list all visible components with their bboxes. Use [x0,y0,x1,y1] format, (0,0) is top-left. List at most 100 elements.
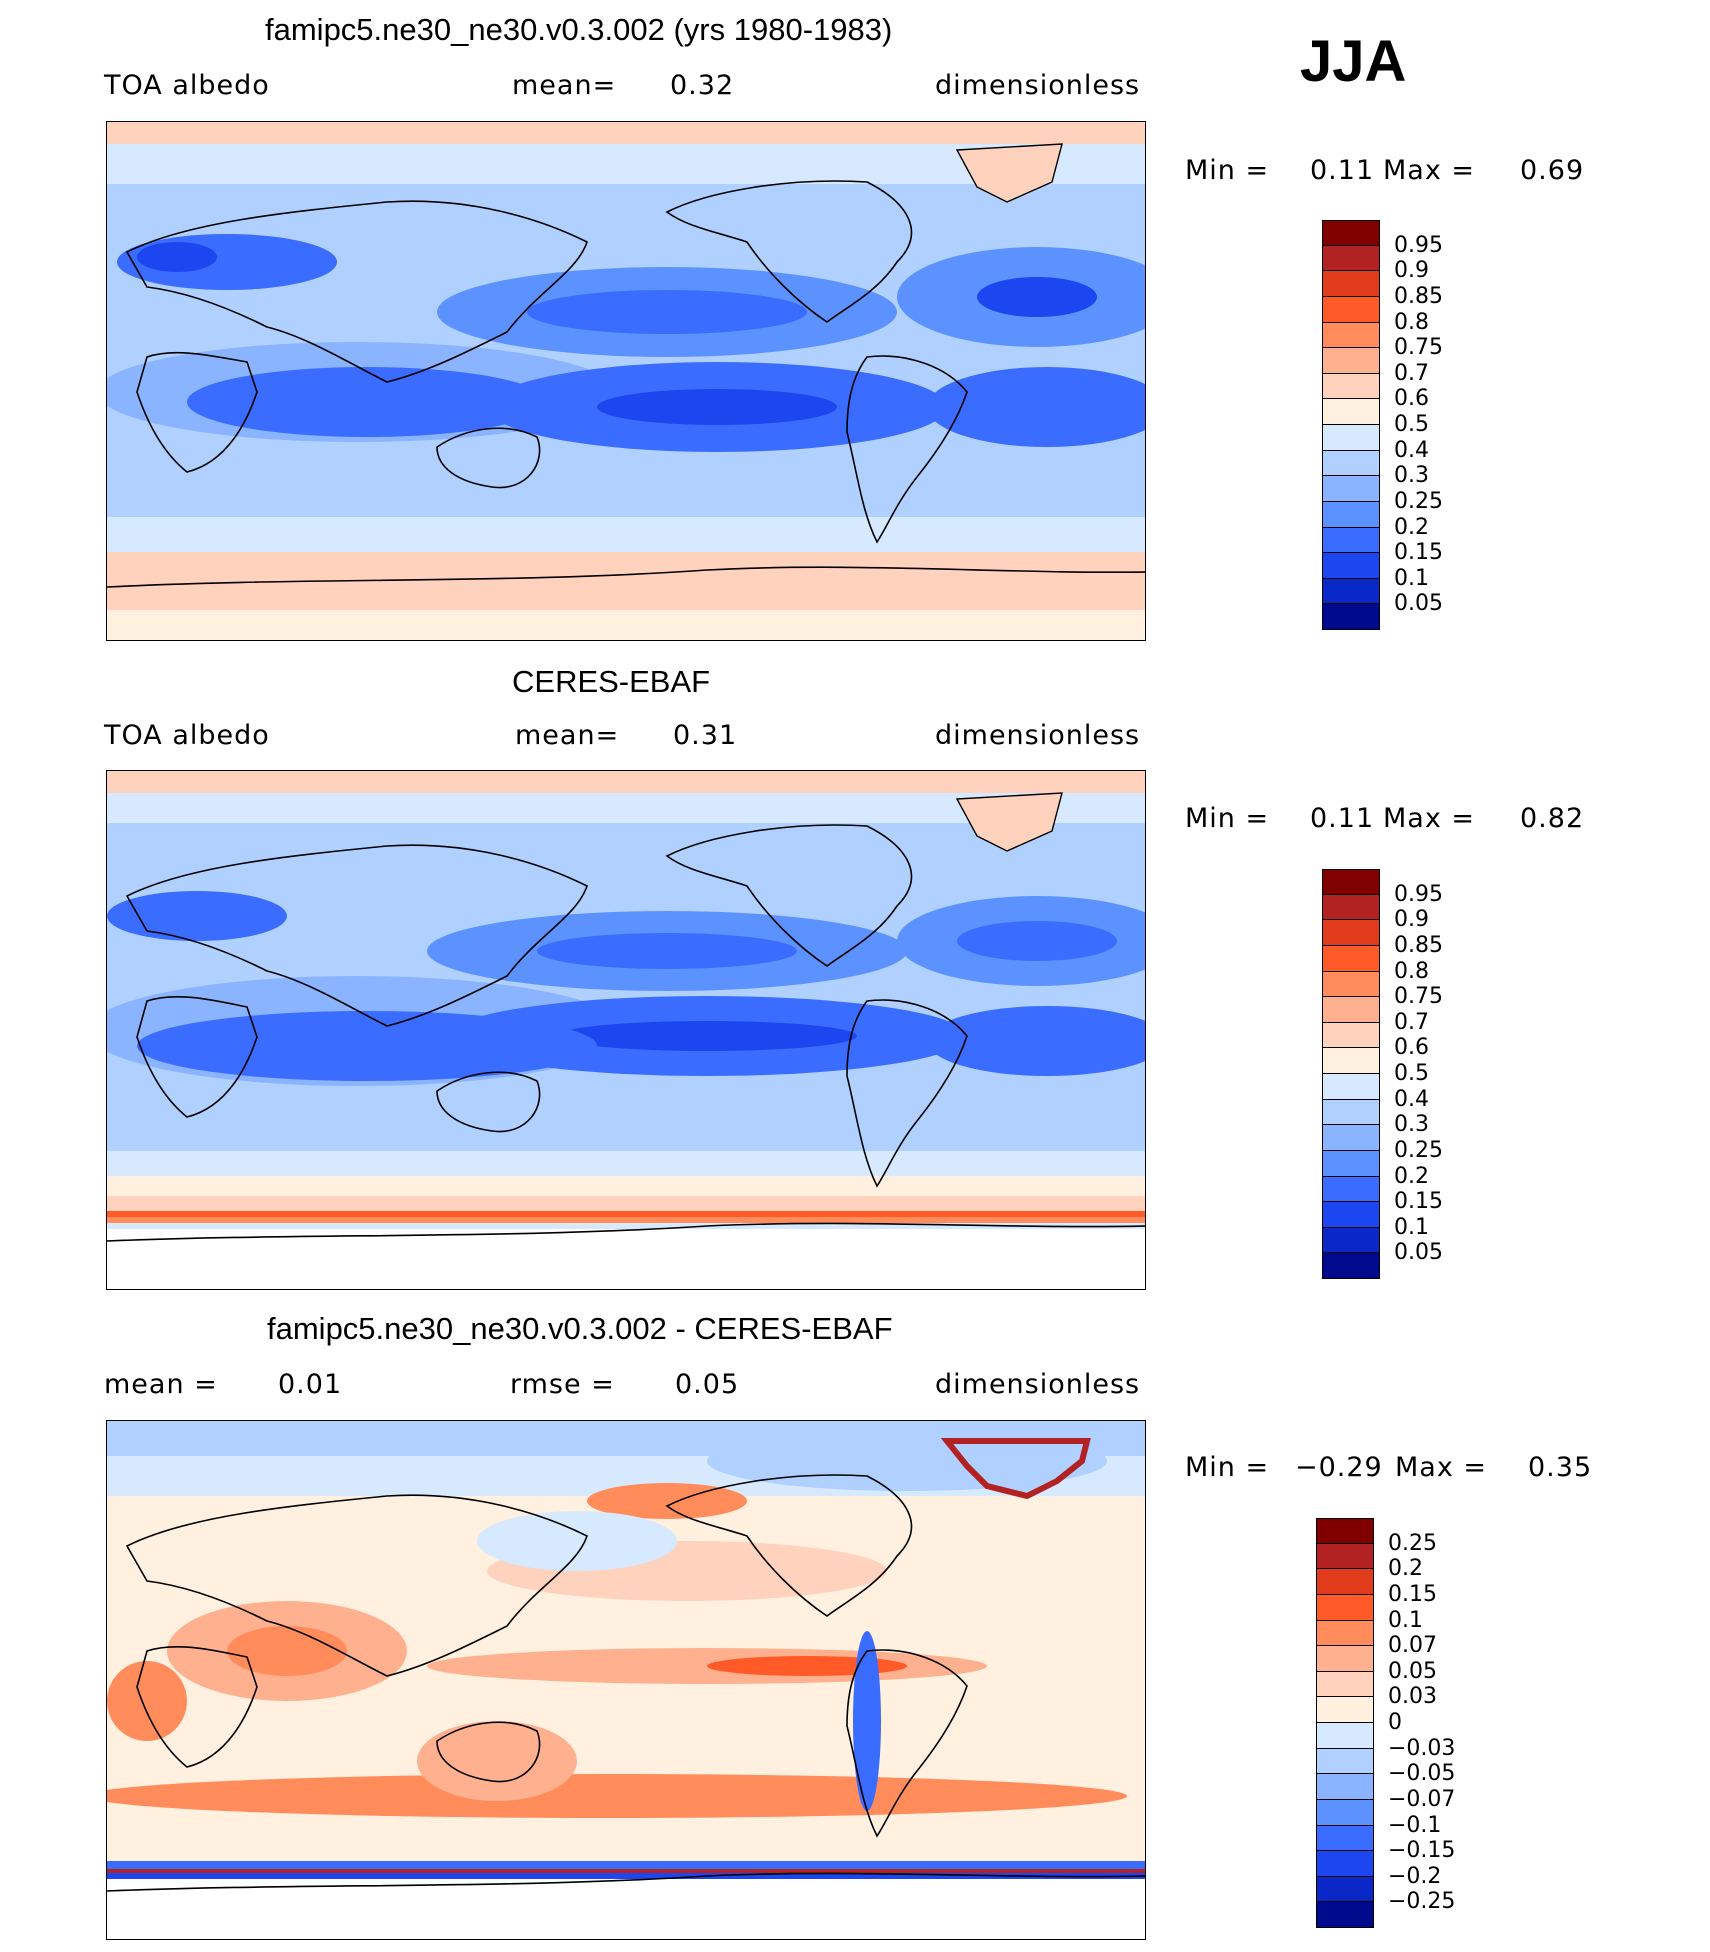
panel-3-mean-label: mean = [104,1369,218,1400]
panel-3-rmse-value: 0.05 [675,1369,740,1400]
colorbar-label: 0.1 [1388,1607,1423,1633]
colorbar-swatch [1322,348,1380,374]
colorbar-label: 0.03 [1388,1684,1437,1710]
colorbar-swatch [1316,1646,1374,1672]
panel-3-max-label: Max = [1395,1452,1488,1483]
colorbar-swatch [1316,1851,1374,1877]
colorbar-label: 0.25 [1394,488,1443,514]
panel-1-variable-label: TOA albedo [104,70,270,101]
panel-1-min-label: Min = [1185,155,1270,186]
panel-2-variable-label: TOA albedo [104,720,270,751]
colorbar-swatch [1316,1825,1374,1852]
colorbar-label: 0.85 [1394,932,1443,958]
colorbar-swatch [1316,1748,1374,1775]
colorbar-label: 0.15 [1388,1581,1437,1607]
colorbar-label: 0.25 [1388,1530,1437,1556]
colorbar-swatch [1322,578,1380,605]
colorbar-label: 0.05 [1394,591,1443,617]
panel-2-title: CERES-EBAF [512,664,711,699]
colorbar-swatch [1322,476,1380,502]
colorbar-swatch [1316,1569,1374,1595]
colorbar-label: 0.25 [1394,1137,1443,1163]
colorbar-swatch [1322,220,1380,246]
colorbar-label: −0.15 [1388,1838,1456,1864]
panel-3-rmse-label: rmse = [510,1369,615,1400]
colorbar-swatch [1316,1774,1374,1800]
colorbar-swatch [1322,399,1380,425]
panel-2-mean-label: mean= [515,720,620,751]
colorbar-label: 0.1 [1394,1214,1429,1240]
panel-1-max-label: Max = [1383,155,1476,186]
panel-2-mean-value: 0.31 [673,720,738,751]
colorbar-label: 0.05 [1394,1240,1443,1266]
colorbar-label: 0 [1388,1710,1402,1735]
colorbar-swatch [1316,1594,1374,1621]
panel-3-max-value: 0.35 [1528,1452,1593,1483]
colorbar-swatch [1316,1697,1374,1723]
colorbar-swatch [1316,1518,1374,1544]
colorbar-swatch [1316,1799,1374,1826]
colorbar-label: 0.15 [1394,540,1443,566]
colorbar-swatch [1322,425,1380,451]
colorbar-swatch [1322,894,1380,921]
colorbar-label: 0.75 [1394,984,1443,1010]
panel-1-mean-value: 0.32 [670,70,735,101]
panel-1-units-label: dimensionless [935,70,1141,101]
colorbar-swatch [1322,501,1380,528]
colorbar-label: 0.7 [1394,360,1429,386]
colorbar-label: 0.4 [1394,437,1429,463]
colorbar-swatch [1322,604,1380,630]
colorbar-swatch [1322,869,1380,895]
panel-2-min-value: 0.11 [1310,803,1375,834]
colorbar-swatch [1316,1902,1374,1928]
colorbar-swatch [1322,1253,1380,1279]
colorbar-swatch [1322,1150,1380,1177]
colorbar-swatch [1316,1543,1374,1570]
colorbar-label: 0.8 [1394,309,1429,335]
colorbar-swatch [1322,1048,1380,1074]
colorbar-label: 0.3 [1394,463,1429,489]
panel-1-min-value: 0.11 [1310,155,1375,186]
colorbar-label: 0.5 [1394,1061,1429,1086]
colorbar-label: 0.6 [1394,1035,1429,1061]
panel-3-title: famipc5.ne30_ne30.v0.3.002 - CERES-EBAF [267,1311,893,1346]
colorbar-swatch [1322,322,1380,349]
panel-3-colorbar: 0.25 0.2 0.15 0.1 0.07 0.05 0.03 0 −0.03 −0.05 −0.… [1316,1518,1476,1928]
colorbar-label: 0.2 [1394,514,1429,540]
colorbar-label: 0.85 [1394,283,1443,309]
panel-2-map [106,770,1146,1290]
colorbar-swatch [1322,971,1380,998]
panel-3-min-value: −0.29 [1295,1452,1383,1483]
colorbar-swatch [1322,1227,1380,1254]
colorbar-label: −0.07 [1388,1786,1456,1812]
colorbar-swatch [1316,1671,1374,1698]
season-label: JJA [1300,29,1407,94]
colorbar-label: 0.3 [1394,1112,1429,1138]
panel-2-units-label: dimensionless [935,720,1141,751]
colorbar-label: −0.2 [1388,1863,1442,1889]
panel-3-min-label: Min = [1185,1452,1270,1483]
panel-1-mean-label: mean= [512,70,617,101]
colorbar-label: −0.05 [1388,1761,1456,1787]
colorbar-swatch [1322,527,1380,554]
colorbar-label: 0.75 [1394,335,1443,361]
colorbar-label: 0.95 [1394,881,1443,907]
panel-2-colorbar: 0.95 0.9 0.85 0.8 0.75 0.7 0.6 0.5 0.4 0.3 0.25 0.2… [1322,869,1472,1279]
colorbar-label: 0.9 [1394,907,1429,933]
panel-1-title: famipc5.ne30_ne30.v0.3.002 (yrs 1980-198… [265,12,893,47]
colorbar-swatch [1322,920,1380,946]
colorbar-swatch [1322,450,1380,477]
colorbar-swatch [1316,1876,1374,1903]
colorbar-swatch [1316,1723,1374,1749]
colorbar-swatch [1322,245,1380,272]
colorbar-swatch [1322,553,1380,579]
colorbar-swatch [1322,1176,1380,1203]
colorbar-swatch [1322,1202,1380,1228]
colorbar-swatch [1322,271,1380,297]
colorbar-label: 0.1 [1394,565,1429,591]
colorbar-swatch [1322,1125,1380,1151]
colorbar-label: −0.03 [1388,1735,1456,1761]
colorbar-swatch [1322,945,1380,972]
panel-3-mean-value: 0.01 [278,1369,343,1400]
colorbar-label: 0.7 [1394,1009,1429,1035]
